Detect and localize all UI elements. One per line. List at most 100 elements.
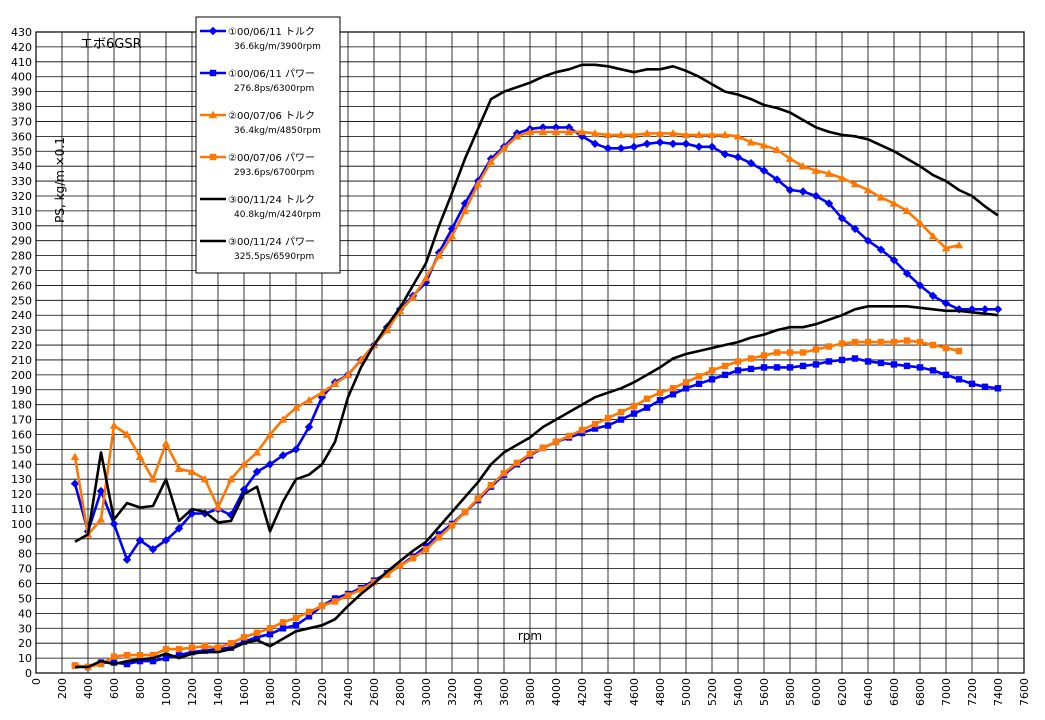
data-point xyxy=(343,370,353,379)
data-point xyxy=(304,396,314,404)
data-point xyxy=(629,130,639,139)
data-point xyxy=(200,475,210,483)
data-point xyxy=(629,142,639,151)
data-point xyxy=(994,385,1002,392)
x-tick-label: 4800 xyxy=(654,678,667,706)
data-point xyxy=(733,153,743,162)
data-point xyxy=(188,648,196,656)
legend-series-name: ③00/11/24 トルク xyxy=(228,194,315,206)
data-point xyxy=(265,430,275,438)
y-tick-label: 380 xyxy=(11,101,32,114)
data-point xyxy=(265,460,275,469)
x-tick-label: 0 xyxy=(30,678,43,685)
x-tick-label: 600 xyxy=(108,678,121,699)
data-point xyxy=(149,651,157,659)
legend-series-name: ③00/11/24 パワー xyxy=(228,236,315,248)
data-point xyxy=(486,157,496,165)
y-tick-label: 250 xyxy=(11,294,32,307)
data-point xyxy=(669,385,677,392)
y-tick-label: 60 xyxy=(18,578,32,591)
data-point xyxy=(890,361,898,368)
y-tick-label: 320 xyxy=(11,190,32,203)
data-point xyxy=(551,127,561,136)
data-point xyxy=(656,389,664,396)
data-point xyxy=(96,486,106,496)
x-tick-label: 1400 xyxy=(212,678,225,706)
data-point xyxy=(747,355,755,362)
data-point xyxy=(604,414,612,422)
legend-item: ②00/07/06 パワー 293.6ps/6700rpm xyxy=(200,152,315,178)
data-point xyxy=(240,638,248,645)
data-point xyxy=(954,240,964,249)
data-point xyxy=(214,644,222,651)
data-point xyxy=(331,598,339,605)
data-point xyxy=(448,522,456,529)
data-point xyxy=(942,371,950,379)
data-point xyxy=(538,127,548,136)
x-tick-label: 2400 xyxy=(342,678,355,706)
series-line xyxy=(75,304,999,669)
data-point xyxy=(383,571,391,578)
data-point xyxy=(968,380,976,388)
x-tick-label: 5000 xyxy=(680,678,693,706)
x-tick-label: 2200 xyxy=(316,678,329,706)
data-point xyxy=(109,519,119,529)
x-tick-label: 5600 xyxy=(758,678,771,706)
data-point xyxy=(396,562,404,569)
data-point xyxy=(695,373,703,380)
data-point xyxy=(161,536,171,545)
x-tick-label: 7000 xyxy=(940,678,953,706)
data-point xyxy=(226,510,236,520)
y-tick-label: 430 xyxy=(11,26,32,39)
legend-peak-value: 276.8ps/6300rpm xyxy=(234,84,314,94)
y-tick-label: 260 xyxy=(11,279,32,292)
y-tick-label: 200 xyxy=(11,369,32,382)
x-tick-label: 4400 xyxy=(602,678,615,706)
data-point xyxy=(209,153,217,161)
data-point xyxy=(812,346,820,353)
data-point xyxy=(408,293,418,301)
data-point xyxy=(655,129,665,137)
data-point xyxy=(746,158,756,168)
series-3 xyxy=(70,127,964,538)
data-point xyxy=(721,362,729,370)
data-point xyxy=(208,26,218,36)
data-point xyxy=(487,481,495,489)
y-tick-label: 230 xyxy=(11,324,32,337)
data-point xyxy=(837,214,847,223)
data-point xyxy=(538,123,548,132)
data-point xyxy=(209,69,217,77)
data-point xyxy=(208,110,218,119)
data-point xyxy=(435,534,443,541)
data-point xyxy=(838,340,846,347)
x-tick-label: 3800 xyxy=(524,678,537,706)
data-point xyxy=(876,193,886,201)
data-point xyxy=(357,586,365,593)
x-tick-label: 7200 xyxy=(966,678,979,706)
legend-item: ②00/07/06 トルク 36.4kg/m/4850rpm xyxy=(200,110,321,136)
data-point xyxy=(564,123,574,132)
x-tick-label: 4200 xyxy=(576,678,589,706)
data-point xyxy=(695,380,703,388)
data-point xyxy=(330,379,340,388)
x-tick-label: 6800 xyxy=(914,678,927,706)
data-point xyxy=(136,657,144,665)
y-tick-label: 70 xyxy=(18,563,32,576)
data-point xyxy=(617,416,625,423)
legend-peak-value: 293.6ps/6700rpm xyxy=(234,168,314,178)
y-tick-label: 240 xyxy=(11,309,32,322)
data-point xyxy=(123,660,131,668)
data-point xyxy=(122,430,132,438)
data-point xyxy=(175,645,183,653)
data-point xyxy=(252,448,262,456)
data-point xyxy=(162,654,170,662)
x-tick-labels: 0 200 400 600 800 1000 1200 1400 1600 1800 2000 220… xyxy=(30,678,1031,706)
y-tick-label: 100 xyxy=(11,518,32,531)
data-point xyxy=(837,173,847,182)
series-line xyxy=(74,63,999,543)
data-point xyxy=(577,127,587,136)
x-tick-label: 1000 xyxy=(160,678,173,706)
data-point xyxy=(447,224,457,233)
data-point xyxy=(317,388,327,396)
data-point xyxy=(798,161,808,170)
